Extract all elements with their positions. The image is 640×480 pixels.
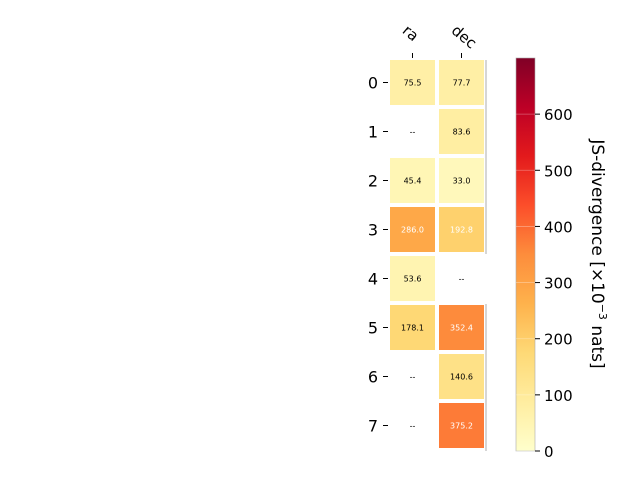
- heatmap-cell-3-dec: 192.8: [437, 205, 486, 254]
- cell-value-label: --: [410, 373, 416, 382]
- cell-rect: [388, 205, 437, 254]
- heatmap-cells: 75.5 77.7 -- 83.6 45.4 33.0 286.0 192.8 53.6 -- 17…: [388, 58, 487, 451]
- colorbar-tick-label: 100: [544, 387, 573, 405]
- colorbar-tick-label: 200: [544, 331, 573, 349]
- column-label-dec: dec: [448, 21, 480, 52]
- cell-rect: [388, 303, 437, 352]
- cell-value-label: 83.6: [453, 128, 471, 137]
- row-label-1: 1: [368, 123, 378, 142]
- colorbar: 0 100 200 300 400 500 600 JS-divergence [×10−3…: [515, 57, 609, 461]
- heatmap-cell-3-ra: 286.0: [388, 205, 437, 254]
- cell-rect: [437, 107, 486, 156]
- heatmap-cell-6-dec: 140.6: [437, 352, 486, 401]
- cell-rect: [437, 401, 486, 450]
- heatmap-cell-0-dec: 77.7: [437, 58, 486, 107]
- row-label-7: 7: [368, 417, 378, 436]
- heatmap-cell-7-ra: --: [410, 422, 416, 431]
- heatmap-cell-1-ra: --: [410, 128, 416, 137]
- cell-value-label: --: [410, 422, 416, 431]
- cell-rect: [437, 205, 486, 254]
- row-label-5: 5: [368, 319, 378, 338]
- cell-value-label: 375.2: [450, 422, 473, 431]
- colorbar-label-exponent: −3: [596, 304, 609, 320]
- row-label-3: 3: [368, 221, 378, 240]
- heatmap-cell-6-ra: --: [410, 373, 416, 382]
- colorbar-gradient: [515, 57, 536, 452]
- row-label-0: 0: [368, 74, 378, 93]
- colorbar-label-prefix: JS-divergence [×10: [587, 138, 607, 303]
- cell-rect: [437, 303, 486, 352]
- cell-value-label: 33.0: [453, 177, 471, 186]
- colorbar-ticks: 0 100 200 300 400 500 600: [516, 106, 573, 461]
- row-labels: 0 1 2 3 4 5 6 7: [368, 74, 388, 436]
- cell-value-label: --: [410, 128, 416, 137]
- cell-value-label: 352.4: [450, 324, 473, 333]
- colorbar-label: JS-divergence [×10−3 nats]: [587, 138, 609, 368]
- cell-value-label: 45.4: [404, 177, 422, 186]
- cell-value-label: 77.7: [453, 79, 471, 88]
- heatmap-cell-5-ra: 178.1: [388, 303, 437, 352]
- heatmap-cell-0-ra: 75.5: [388, 58, 437, 107]
- cell-rect: [388, 156, 437, 205]
- cell-value-label: 178.1: [401, 324, 424, 333]
- cell-value-label: --: [459, 275, 465, 284]
- colorbar-tick-label: 500: [544, 162, 573, 180]
- colorbar-tick-label: 400: [544, 218, 573, 236]
- column-label-ra: ra: [399, 21, 422, 45]
- cell-rect: [388, 58, 437, 107]
- cell-rect: [437, 156, 486, 205]
- heatmap-cell-2-dec: 33.0: [437, 156, 486, 205]
- colorbar-tick-label: 0: [544, 443, 554, 461]
- cell-value-label: 53.6: [404, 275, 422, 284]
- heatmap-cell-4-dec: --: [459, 275, 465, 284]
- cell-value-label: 75.5: [404, 79, 422, 88]
- heatmap-cell-7-dec: 375.2: [437, 401, 486, 450]
- cell-value-label: 140.6: [450, 373, 473, 382]
- row-label-2: 2: [368, 172, 378, 191]
- heatmap-cell-5-dec: 352.4: [437, 303, 486, 352]
- colorbar-tick-label: 600: [544, 106, 573, 124]
- row-label-4: 4: [368, 270, 378, 289]
- row-label-6: 6: [368, 368, 378, 387]
- cell-value-label: 286.0: [401, 226, 424, 235]
- cell-rect: [437, 58, 486, 107]
- cell-value-label: 192.8: [450, 226, 473, 235]
- cell-rect: [437, 352, 486, 401]
- colorbar-tick-label: 300: [544, 275, 573, 293]
- column-labels: ra dec: [399, 21, 480, 58]
- heatmap-cell-4-ra: 53.6: [388, 254, 437, 303]
- heatmap-cell-1-dec: 83.6: [437, 107, 486, 156]
- heatmap-cell-2-ra: 45.4: [388, 156, 437, 205]
- colorbar-label-suffix: nats]: [587, 320, 607, 369]
- cell-rect: [388, 254, 437, 303]
